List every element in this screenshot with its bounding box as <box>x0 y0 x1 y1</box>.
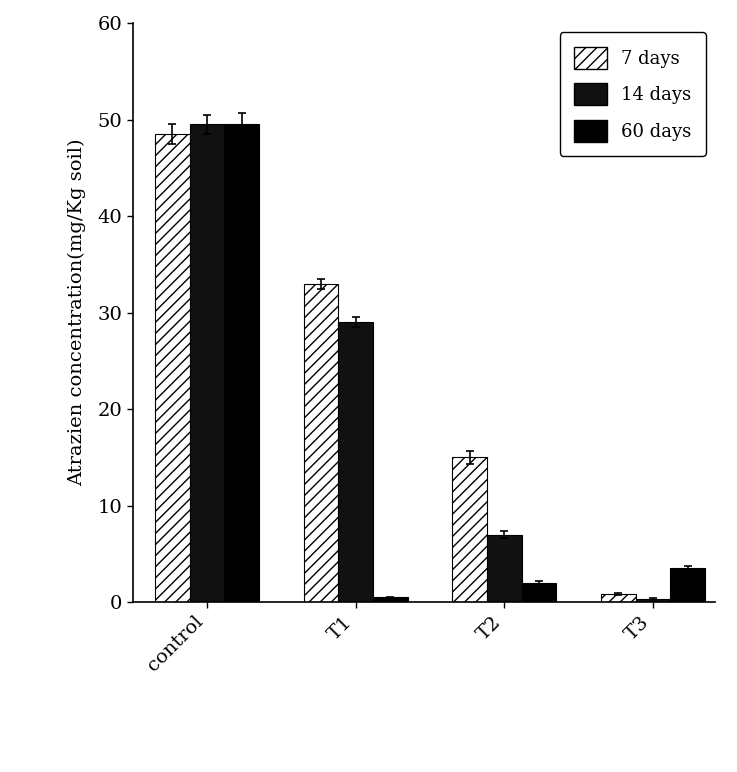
Y-axis label: Atrazien concentration(mg/Kg soil): Atrazien concentration(mg/Kg soil) <box>68 139 86 486</box>
Bar <box>189 124 224 602</box>
Bar <box>522 583 556 602</box>
Bar <box>304 284 338 602</box>
Bar <box>601 594 635 602</box>
Bar <box>635 599 670 602</box>
Bar <box>487 534 522 602</box>
Bar <box>453 457 487 602</box>
Bar <box>670 568 705 602</box>
Bar <box>224 124 259 602</box>
Bar <box>373 598 408 602</box>
Legend: 7 days, 14 days, 60 days: 7 days, 14 days, 60 days <box>560 32 706 156</box>
Bar <box>338 323 373 602</box>
Bar <box>155 134 189 602</box>
